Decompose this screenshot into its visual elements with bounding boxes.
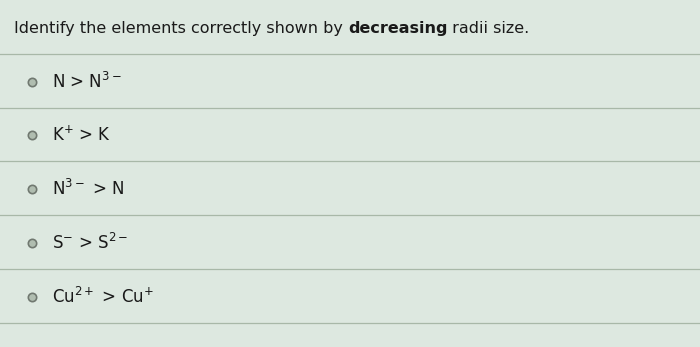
Text: S$^{-}$ > S$^{2-}$: S$^{-}$ > S$^{2-}$ <box>52 233 129 253</box>
Text: decreasing: decreasing <box>348 21 447 36</box>
Text: radii size.: radii size. <box>447 21 530 36</box>
Text: N > N$^{3-}$: N > N$^{3-}$ <box>52 71 122 92</box>
Text: Cu$^{2+}$ > Cu$^{+}$: Cu$^{2+}$ > Cu$^{+}$ <box>52 287 154 307</box>
Text: N$^{3-}$ > N: N$^{3-}$ > N <box>52 179 125 199</box>
Text: K$^{+}$ > K: K$^{+}$ > K <box>52 126 111 145</box>
Text: Identify the elements correctly shown by: Identify the elements correctly shown by <box>14 21 348 36</box>
